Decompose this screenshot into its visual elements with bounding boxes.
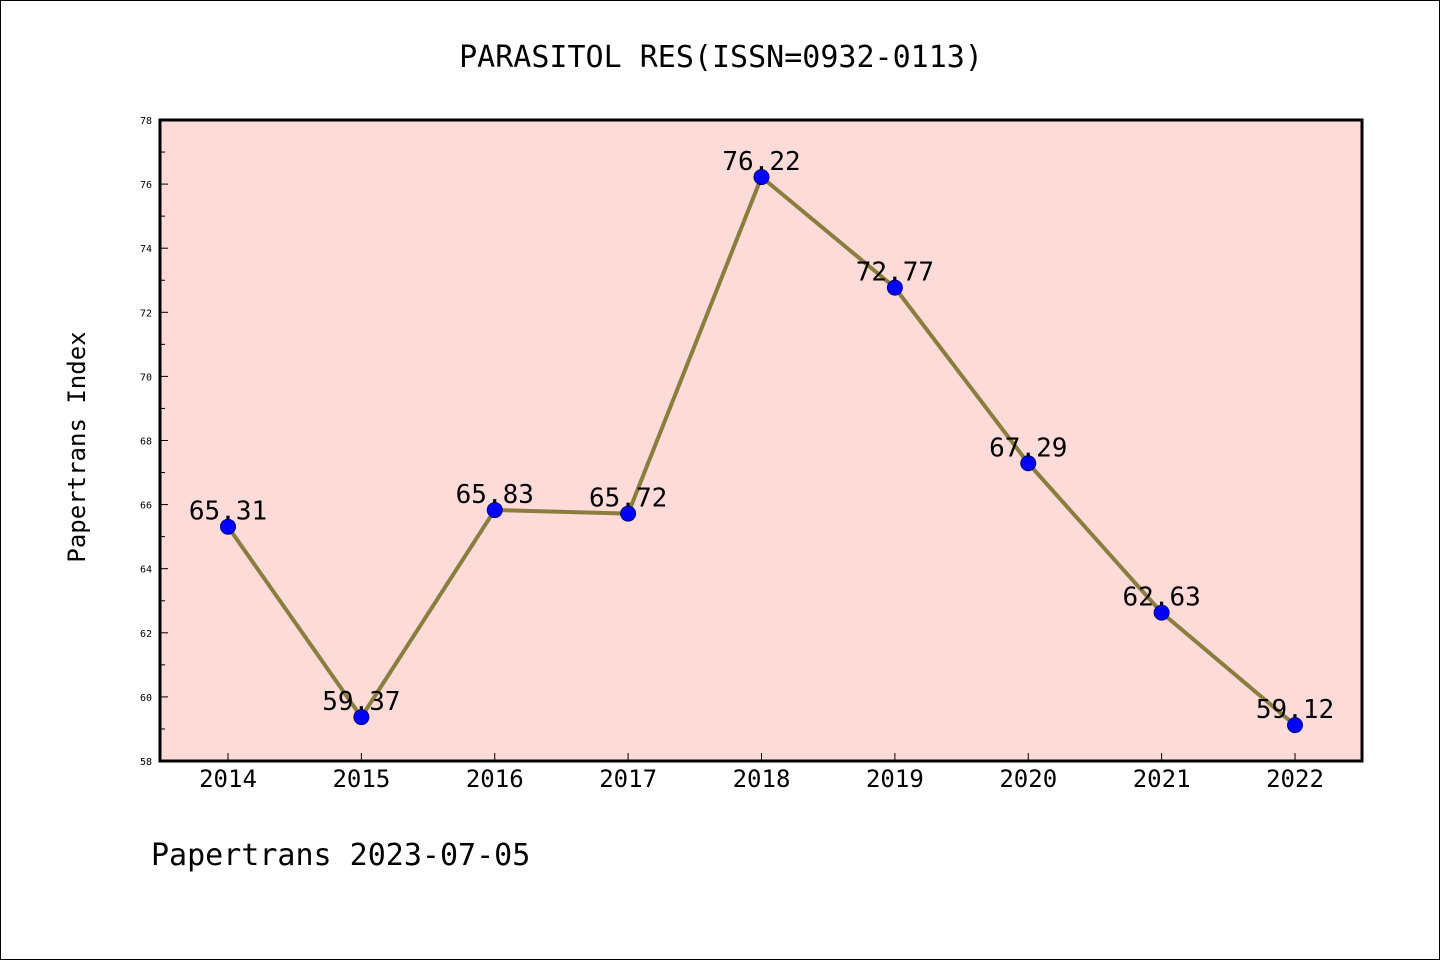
- data-point: [1020, 455, 1037, 472]
- data-point: [1153, 604, 1170, 621]
- y-tick-label: 66: [140, 501, 152, 512]
- y-tick-label: 72: [140, 308, 152, 319]
- data-point: [220, 518, 236, 535]
- y-tick-label: 68: [140, 437, 152, 448]
- y-tick-label: 78: [140, 116, 152, 127]
- y-tick-label: 60: [140, 693, 152, 704]
- y-tick-label: 76: [140, 180, 152, 191]
- data-label: 59.37: [322, 687, 400, 717]
- y-tick-label: 70: [140, 372, 152, 383]
- x-tick-label: 2021: [1133, 765, 1191, 793]
- data-label: 67.29: [989, 433, 1067, 463]
- y-tick-label: 64: [140, 565, 152, 576]
- data-label: 72.77: [856, 258, 934, 288]
- data-label: 76.22: [722, 147, 800, 177]
- data-label: 65.31: [189, 497, 267, 527]
- chart-title: PARASITOL RES(ISSN=0932-0113): [459, 40, 983, 75]
- y-tick-label: 62: [140, 629, 152, 640]
- data-point: [486, 502, 503, 519]
- plot-border: [158, 118, 1364, 763]
- y-tick-label: 58: [140, 757, 152, 768]
- x-tick-label: 2014: [199, 765, 257, 793]
- x-tick-label: 2018: [733, 765, 791, 793]
- data-point: [753, 169, 770, 186]
- x-tick-label: 2022: [1266, 765, 1324, 793]
- x-tick-label: 2015: [332, 765, 390, 793]
- x-tick-label: 2016: [466, 765, 524, 793]
- data-label: 62.63: [1122, 583, 1200, 613]
- data-point: [886, 279, 903, 296]
- x-tick-label: 2020: [999, 765, 1057, 793]
- x-axis-ticks: 2014 2015 2016 2017 2018 2019 2020 2021 2022: [199, 753, 1324, 793]
- y-axis-label: Papertrans Index: [63, 331, 91, 562]
- data-labels: 65.31 59.37 65.83 65.72 76.22 72.77 67.29 62.63…: [189, 147, 1334, 725]
- data-point: [1287, 717, 1303, 734]
- data-point: [620, 505, 637, 522]
- footer-text: Papertrans 2023-07-05: [151, 838, 530, 873]
- y-tick-label: 74: [140, 244, 152, 255]
- data-label: 65.83: [456, 480, 534, 510]
- data-label: 59.12: [1256, 695, 1334, 725]
- data-points: [220, 169, 1303, 734]
- data-label: 65.72: [589, 484, 667, 514]
- x-tick-label: 2017: [599, 765, 657, 793]
- plot-area: [160, 120, 1362, 761]
- data-point: [353, 709, 370, 726]
- x-tick-label: 2019: [866, 765, 924, 793]
